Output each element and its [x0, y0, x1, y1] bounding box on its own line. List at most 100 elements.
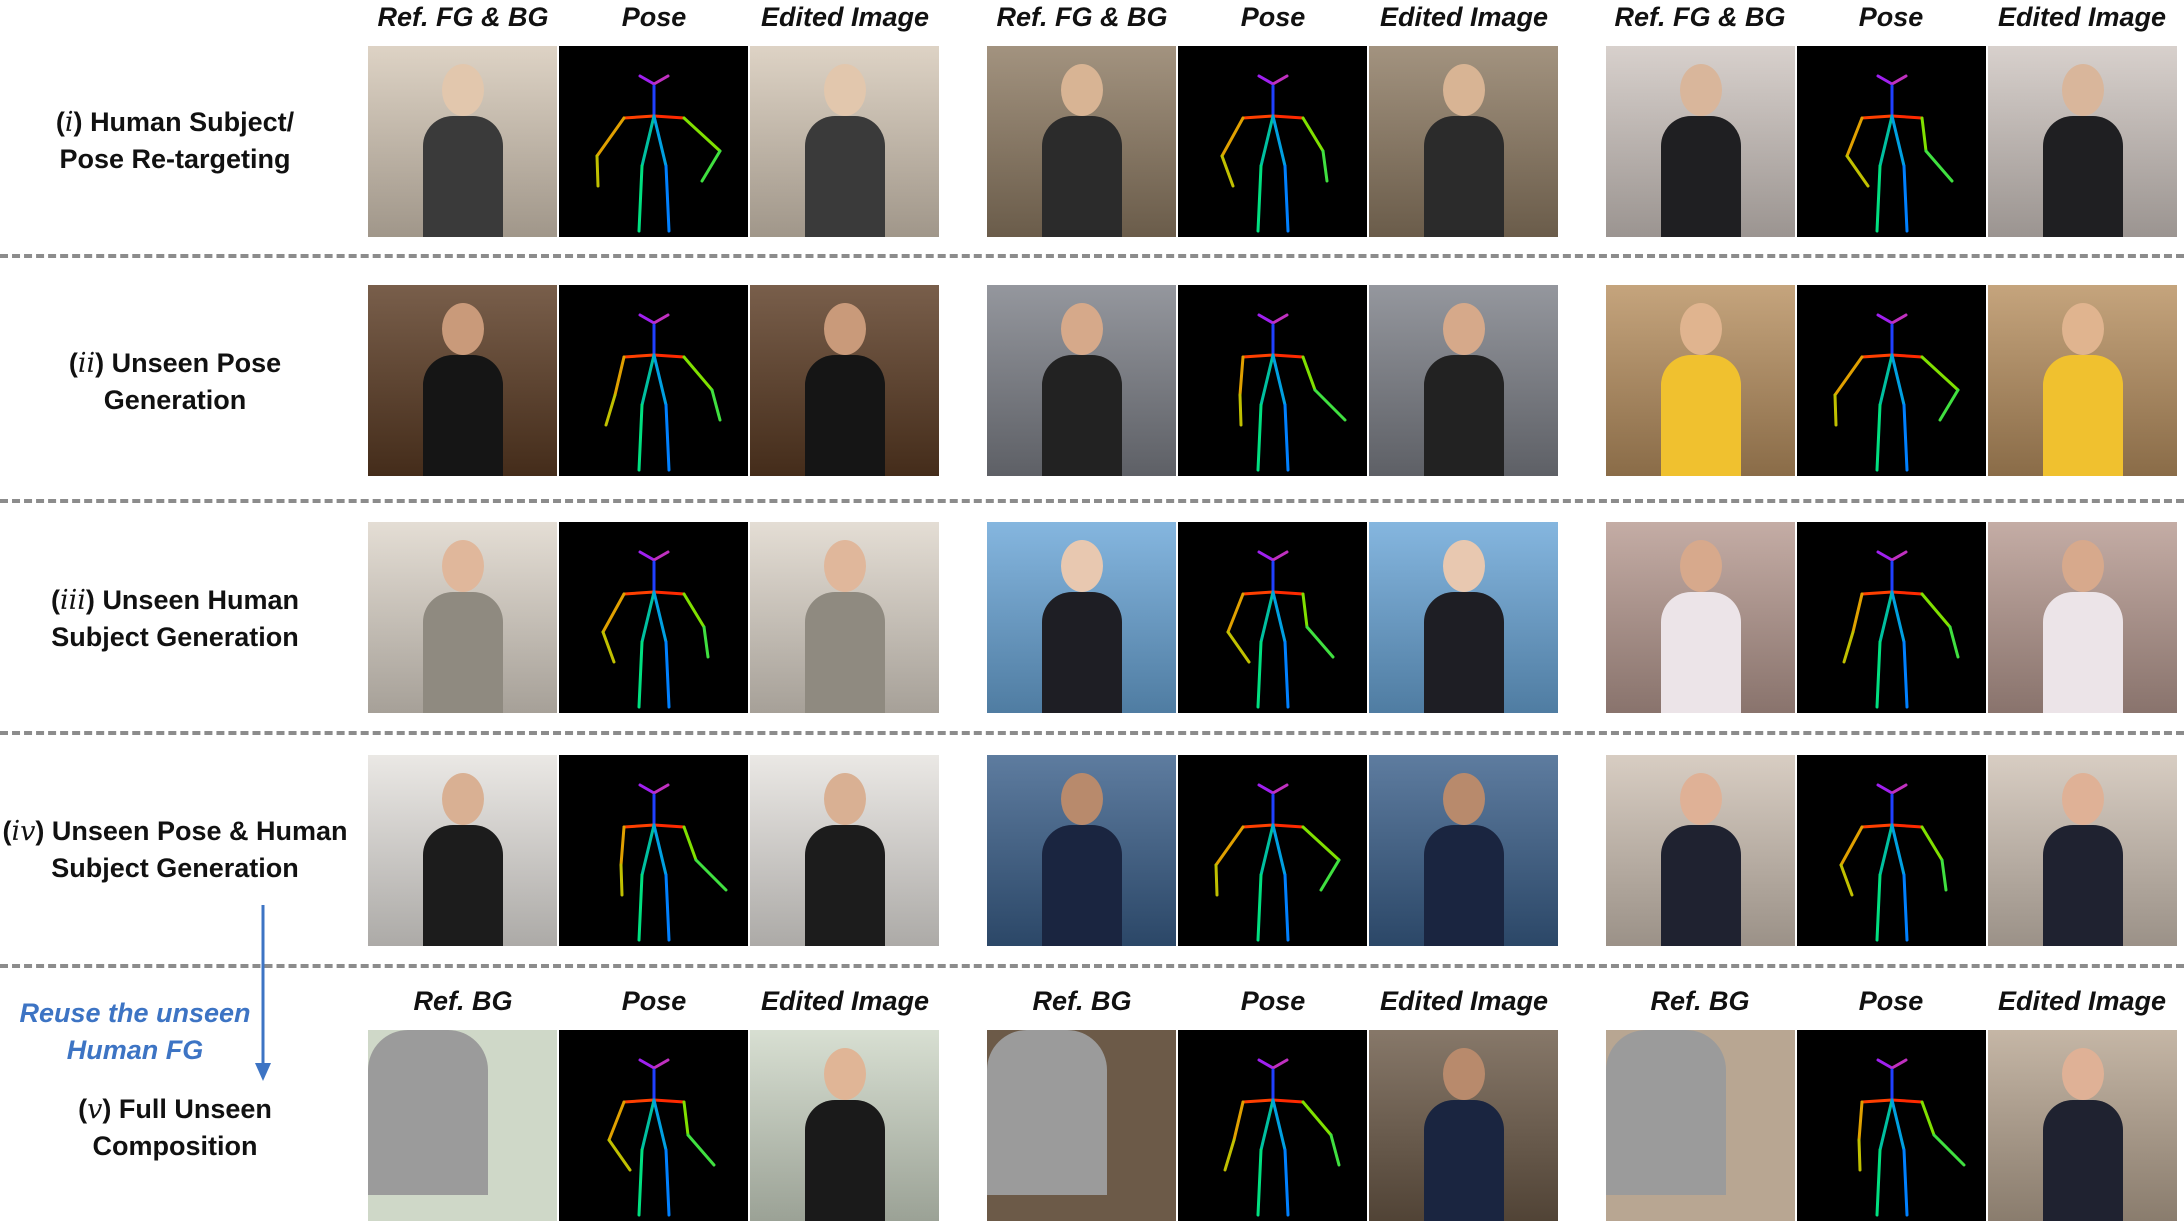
pose-skeleton — [601, 550, 710, 709]
column-header: Ref. FG & BG — [1614, 2, 1786, 32]
ref-fg-bg-image — [987, 522, 1176, 713]
foreground-mask — [987, 1030, 1107, 1195]
pose-skeleton — [1857, 1058, 1966, 1217]
person-figure — [804, 592, 885, 713]
pose-skeleton — [595, 74, 722, 233]
pose-image — [1797, 522, 1986, 713]
person-figure — [1423, 116, 1504, 237]
pose-skeleton — [1839, 783, 1948, 942]
pose-image — [559, 285, 748, 476]
person-figure — [2042, 1100, 2123, 1221]
person-head — [1442, 540, 1485, 592]
pose-image — [1178, 522, 1367, 713]
ref-fg-bg-image — [987, 46, 1176, 237]
person-figure — [1423, 592, 1504, 713]
column-header: Ref. FG & BG — [377, 2, 549, 32]
person-figure — [2042, 355, 2123, 476]
person-figure — [2042, 116, 2123, 237]
column-header: Pose — [1240, 2, 1306, 32]
person-figure — [1660, 825, 1741, 946]
pose-skeleton — [619, 783, 728, 942]
person-figure — [422, 825, 503, 946]
edited-image — [750, 522, 939, 713]
person-figure — [1041, 116, 1122, 237]
foreground-mask — [368, 1030, 488, 1195]
person-figure — [804, 355, 885, 476]
pose-skeleton — [604, 313, 722, 472]
pose-image — [559, 46, 748, 237]
reuse-note: Reuse the unseen Human FG — [19, 998, 251, 1065]
column-header: Edited Image — [1997, 986, 2167, 1016]
edited-image — [750, 1030, 939, 1221]
column-header: Pose — [621, 2, 687, 32]
column-header: Edited Image — [1997, 2, 2167, 32]
person-figure — [1660, 592, 1741, 713]
person-head — [823, 303, 866, 355]
pose-image — [1178, 285, 1367, 476]
pose-skeleton — [1220, 74, 1329, 233]
edited-image — [750, 46, 939, 237]
pose-image — [559, 755, 748, 946]
person-figure — [422, 592, 503, 713]
row-label-i: (i) Human Subject/Pose Re-targeting — [55, 107, 295, 174]
column-header: Pose — [1858, 2, 1924, 32]
pose-skeleton — [1833, 313, 1960, 472]
person-head — [441, 303, 484, 355]
person-head — [823, 540, 866, 592]
pose-skeleton — [1842, 550, 1960, 709]
person-head — [823, 64, 866, 116]
ref-fg-bg-image — [368, 755, 557, 946]
person-figure — [804, 825, 885, 946]
edited-image — [1988, 46, 2177, 237]
column-header: Edited Image — [760, 2, 930, 32]
row-separator — [0, 964, 2184, 968]
column-header: Ref. BG — [1032, 986, 1132, 1016]
edited-image — [1369, 285, 1558, 476]
ref-fg-bg-image — [1606, 46, 1795, 237]
person-head — [1679, 64, 1722, 116]
row-separator — [0, 499, 2184, 503]
ref-bg-image — [1606, 1030, 1795, 1221]
column-header: Ref. BG — [413, 986, 513, 1016]
pose-image — [1797, 755, 1986, 946]
person-figure — [1041, 825, 1122, 946]
person-figure — [1660, 116, 1741, 237]
ref-fg-bg-image — [368, 46, 557, 237]
ref-fg-bg-image — [368, 522, 557, 713]
person-head — [2061, 540, 2104, 592]
column-header: Pose — [1240, 986, 1306, 1016]
column-header: Edited Image — [760, 986, 930, 1016]
pose-image — [1797, 46, 1986, 237]
row-label-ii: (ii) Unseen Pose Generation — [68, 348, 282, 415]
edited-image — [1369, 46, 1558, 237]
person-head — [1060, 540, 1103, 592]
person-head — [2061, 303, 2104, 355]
reuse-arrow-icon — [255, 905, 271, 1081]
edited-image — [750, 755, 939, 946]
ref-fg-bg-image — [987, 285, 1176, 476]
edited-image — [1988, 1030, 2177, 1221]
column-header: Ref. FG & BG — [996, 2, 1168, 32]
pose-skeleton — [1226, 550, 1335, 709]
pose-skeleton — [1223, 1058, 1341, 1217]
person-head — [1442, 1048, 1485, 1100]
pose-skeleton — [607, 1058, 716, 1217]
person-head — [1060, 773, 1103, 825]
pose-image — [1178, 1030, 1367, 1221]
column-header: Ref. BG — [1650, 986, 1750, 1016]
edited-image — [1988, 522, 2177, 713]
person-head — [2061, 64, 2104, 116]
row-separator — [0, 731, 2184, 735]
person-figure — [804, 116, 885, 237]
person-figure — [2042, 825, 2123, 946]
person-figure — [422, 355, 503, 476]
pose-skeleton — [1238, 313, 1347, 472]
person-figure — [1423, 1100, 1504, 1221]
row-label-iii: (iii) Unseen Human Subject Generation — [51, 585, 299, 652]
person-figure — [1041, 355, 1122, 476]
edited-image — [1988, 285, 2177, 476]
person-head — [1442, 773, 1485, 825]
edited-image — [1369, 522, 1558, 713]
ref-fg-bg-image — [1606, 522, 1795, 713]
person-head — [441, 540, 484, 592]
